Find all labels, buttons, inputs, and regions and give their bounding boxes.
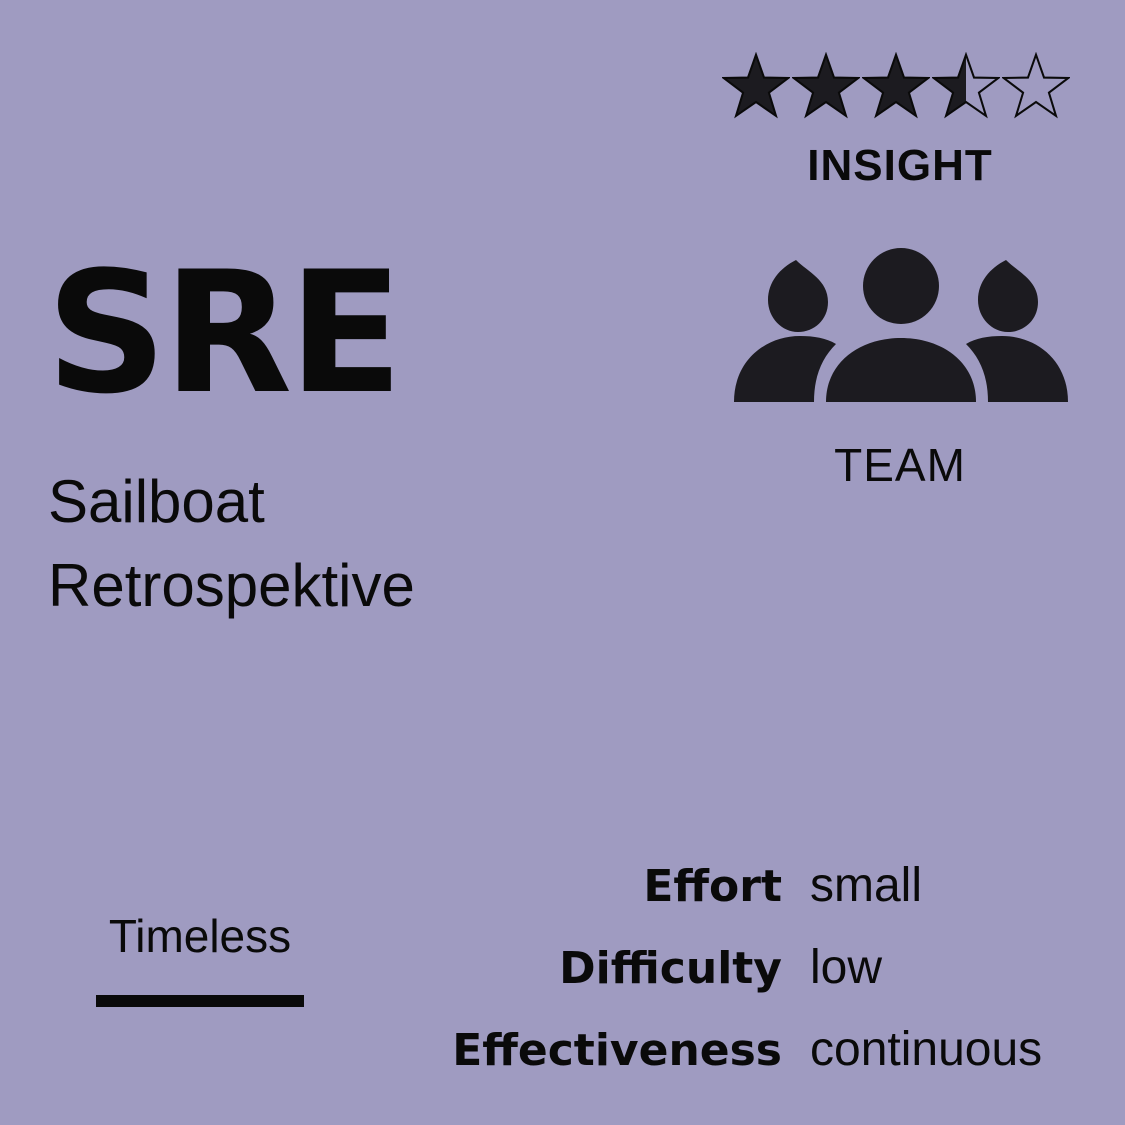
stat-value: low [810, 941, 883, 994]
method-title: Sailboat Retrospektive [48, 460, 608, 628]
audience-label: TEAM [834, 439, 966, 491]
stat-value: continuous [810, 1023, 1043, 1076]
star-filled-icon [792, 52, 860, 119]
stat-label: Difficulty [559, 943, 782, 994]
title-line: Sailboat [48, 468, 265, 535]
title-line: Retrospektive [48, 552, 415, 619]
stat-label: Effort [643, 861, 782, 912]
stat-row-difficulty: Difficulty low [440, 940, 1100, 1022]
stat-value: small [810, 859, 923, 912]
star-filled-icon [862, 52, 930, 119]
team-icon [734, 248, 1068, 402]
category-label: INSIGHT [807, 141, 993, 190]
timeless-underline [96, 995, 304, 1007]
star-filled-icon [722, 52, 790, 119]
stat-row-effectiveness: Effectiveness continuous [440, 1022, 1100, 1104]
method-code: SRE [46, 235, 403, 431]
rating-stars [722, 52, 1082, 124]
stat-label: Effectiveness [452, 1025, 782, 1076]
timeless-tag: Timeless [108, 910, 292, 962]
stats-table: Effort small Difficulty low Effectivenes… [440, 858, 1100, 1104]
star-empty-icon [1002, 52, 1070, 119]
stat-row-effort: Effort small [440, 858, 1100, 940]
star-half-icon [932, 52, 1000, 119]
